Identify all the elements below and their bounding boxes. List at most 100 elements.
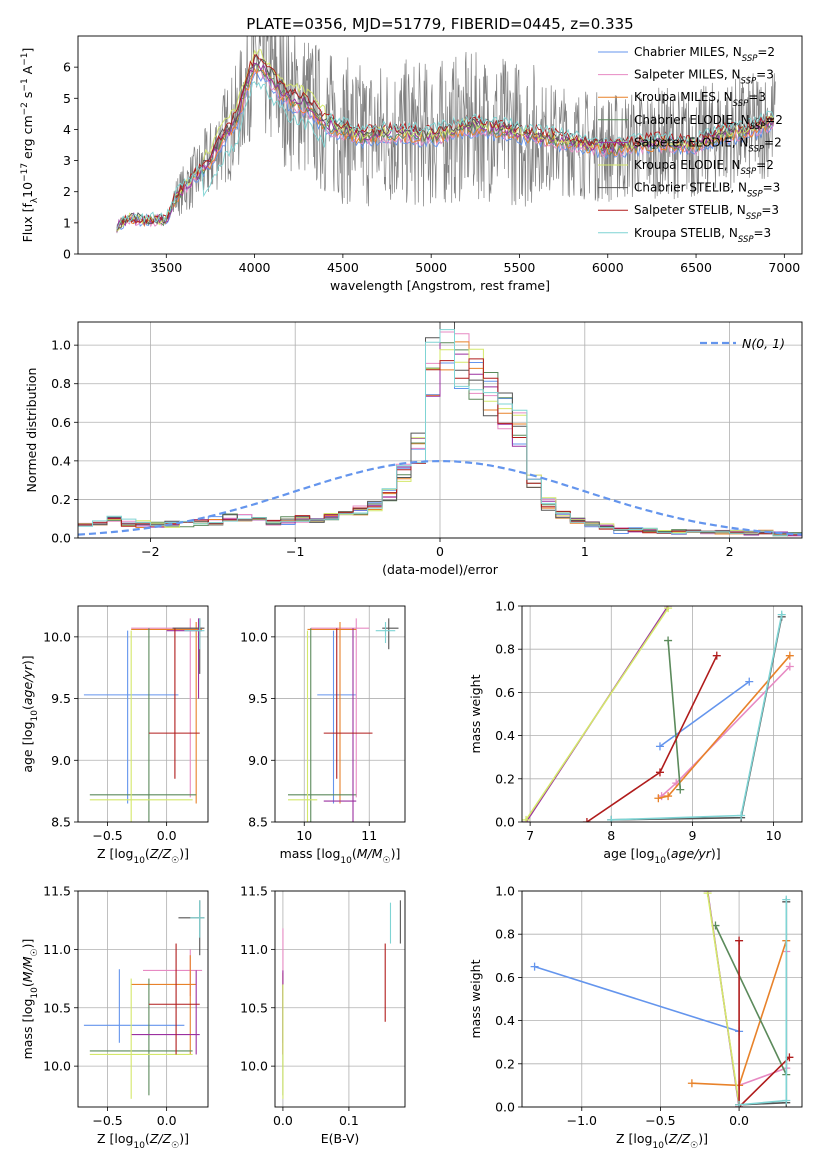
point-age-vs-mass-2 (307, 622, 357, 804)
weight-marker (735, 936, 744, 945)
y-tick-label: 9.0 (248, 753, 268, 768)
point-mass-vs-Z-6 (178, 900, 205, 956)
point-mass-vs-Z-4 (131, 970, 200, 1055)
weight-line (739, 901, 788, 1106)
axis-label: Z [log10(Z/Z☉)] (97, 846, 189, 866)
y-tick-label: 0.0 (51, 531, 71, 546)
y-tick-label: 1.0 (495, 599, 515, 614)
x-tick-label: 2 (726, 544, 734, 559)
series-weight-vs-age-0 (655, 677, 754, 751)
model-line-7 (116, 54, 775, 231)
axes-frame (77, 890, 209, 1108)
weight-marker (687, 1079, 696, 1088)
legend-label-5: Kroupa ELODIE, NSSP=2 (634, 158, 774, 177)
y-tick-label: 10.0 (240, 1059, 268, 1074)
series-weight-vs-Z-0 (530, 962, 744, 1036)
y-tick-label: 0.8 (495, 642, 515, 657)
point-mass-vs-Z-5 (89, 978, 193, 1099)
x-tick-label: 4500 (327, 260, 359, 275)
axis-label: mass weight (468, 959, 483, 1038)
series-weight-vs-Z-5 (703, 891, 744, 1107)
y-tick-label: 0.0 (495, 815, 515, 830)
weight-marker (664, 636, 673, 645)
x-tick-label: 11 (361, 828, 377, 843)
axes-frame (77, 35, 803, 255)
model-line-6 (116, 53, 774, 231)
point-mass-vs-Z-7 (148, 943, 200, 1055)
weight-marker (737, 811, 746, 820)
point-mass-vs-Z-2 (131, 955, 197, 1055)
y-tick-label: 0.8 (51, 376, 71, 391)
point-age-vs-mass-7 (323, 628, 373, 779)
legend: Chabrier MILES, NSSP=2 Salpeter MILES, NS… (598, 45, 783, 245)
point-mass-vs-Z-8 (190, 900, 205, 938)
weight-marker (664, 606, 673, 613)
weight-line (714, 925, 788, 1075)
y-tick-label: 0.4 (495, 1013, 515, 1028)
histogram-7 (78, 358, 802, 536)
y-tick-label: 10.0 (43, 629, 71, 644)
plot-area-mass-vs-ebv (282, 900, 401, 1099)
y-tick-label: 0.2 (51, 492, 71, 507)
point-age-vs-mass-6 (382, 618, 399, 650)
panel-mass-vs-ebv: 0.0 0.1 10.0 10.5 11.0 11.5 E(B-V) (240, 884, 406, 1146)
point-age-vs-Z-8 (184, 618, 205, 650)
y-tick-label: 9.0 (51, 753, 71, 768)
y-tick-label: 0.6 (495, 685, 515, 700)
y-tick-label: 1.0 (495, 884, 515, 899)
series-weight-vs-Z-1 (735, 947, 791, 1090)
y-tick-label: 2 (63, 184, 71, 199)
weight-line (586, 655, 718, 822)
weight-marker (745, 677, 754, 686)
weight-line (611, 616, 783, 821)
x-tick-label: 6500 (680, 260, 712, 275)
y-tick-label: 11.0 (240, 942, 268, 957)
weight-line (738, 940, 790, 1107)
y-tick-label: 6 (63, 60, 71, 75)
series-weight-vs-age-5 (522, 606, 673, 822)
x-tick-label: 8 (607, 828, 615, 843)
y-tick-label: 0.4 (495, 728, 515, 743)
x-tick-label: 0.0 (729, 1113, 749, 1128)
y-tick-label: 0.2 (495, 771, 515, 786)
x-tick-label: 0.0 (273, 1113, 293, 1128)
axis-label: Flux [fλ10−17 erg cm−2 s−1 A−1] (20, 48, 40, 243)
x-tick-label: 0.0 (157, 828, 177, 843)
histogram-8 (78, 329, 802, 536)
y-tick-label: 8.5 (51, 815, 71, 830)
weight-marker (676, 785, 685, 794)
weight-marker (655, 768, 664, 777)
y-tick-label: 0.6 (51, 415, 71, 430)
axes-frame (274, 605, 406, 823)
weight-marker (654, 794, 663, 803)
x-tick-label: −1.0 (567, 1113, 597, 1128)
panel-residuals: −2 −1 0 1 2 0.0 0.2 0.4 0.6 0.8 1.0 (data-model)/er… (24, 321, 803, 577)
point-mass-vs-Z-1 (143, 949, 203, 997)
plot-area-age-vs-mass (288, 618, 399, 822)
x-tick-label: 1 (581, 544, 589, 559)
weight-marker (782, 895, 791, 904)
model-line-8 (116, 81, 775, 230)
point-mass-vs-Z-3 (89, 978, 193, 1096)
weight-marker (782, 1096, 791, 1105)
x-tick-label: −0.5 (645, 1113, 675, 1128)
y-tick-label: 10.5 (240, 1000, 268, 1015)
gaussian-reference-line (78, 459, 802, 536)
y-tick-label: 0.8 (495, 927, 515, 942)
point-mass-vs-Z-0 (83, 969, 185, 1043)
legend-label-0: Chabrier MILES, NSSP=2 (634, 45, 775, 64)
y-tick-label: 9.5 (248, 691, 268, 706)
weight-line (706, 893, 740, 1105)
axis-label: Normed distribution (24, 368, 39, 493)
y-tick-label: 10.0 (43, 1059, 71, 1074)
axes-frame (274, 890, 406, 1108)
y-tick-label: 4 (63, 122, 71, 137)
weight-line (611, 614, 783, 821)
point-age-vs-Z-3 (89, 628, 197, 822)
point-age-vs-mass-3 (288, 628, 357, 822)
y-tick-label: 3 (63, 153, 71, 168)
panel-weight-vs-Z: −1.0 −0.5 0.0 0.0 0.2 0.4 0.6 0.8 1.0 Z [log10(Z/… (468, 884, 803, 1151)
series-weight-vs-age-7 (582, 651, 721, 822)
x-tick-label: 6000 (592, 260, 624, 275)
axes-frame (77, 321, 803, 539)
